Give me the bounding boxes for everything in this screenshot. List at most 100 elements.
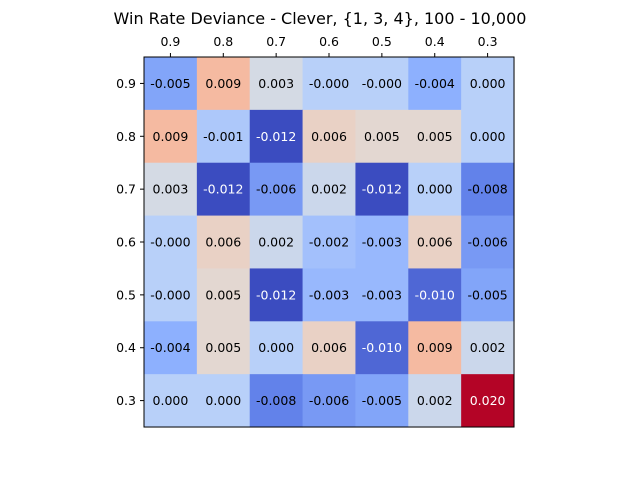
y-tick-label: 0.4	[116, 340, 136, 355]
cell-value-label: -0.003	[362, 287, 402, 302]
cell-value-label: -0.000	[150, 235, 190, 250]
cell-value-label: 0.000	[470, 76, 506, 91]
heatmap-cell	[461, 321, 515, 375]
heatmap-cell	[196, 57, 251, 111]
heatmap-cell	[302, 321, 356, 375]
cell-value-label: 0.009	[205, 76, 241, 91]
heatmap-cell	[196, 321, 251, 375]
heatmap-cell	[355, 162, 409, 217]
y-axis-ticks: 0.9 0.8 0.7 0.6 0.5 0.4 0.3	[116, 76, 144, 408]
x-axis-ticks: 0.9 0.8 0.7 0.6 0.5 0.4 0.3	[160, 34, 498, 57]
heatmap-cell	[408, 109, 462, 164]
cell-value-label: -0.006	[256, 182, 296, 197]
heatmap-cell	[355, 109, 409, 164]
heatmap-cell	[302, 268, 356, 322]
heatmap-cell	[408, 321, 462, 375]
heatmap-cell	[461, 162, 515, 217]
cell-value-label: 0.006	[417, 235, 453, 250]
heatmap-cell	[196, 268, 251, 322]
cell-value-label: 0.009	[153, 129, 189, 144]
heatmap-cell	[355, 374, 409, 428]
cell-value-label: 0.005	[364, 129, 400, 144]
heatmap-cell	[144, 162, 198, 217]
heatmap-cell	[249, 215, 304, 269]
x-tick-label: 0.8	[213, 34, 233, 49]
cell-value-label: 0.005	[205, 340, 241, 355]
heatmap-cell	[355, 321, 409, 375]
cell-value-label: 0.002	[258, 235, 294, 250]
cell-value-label: -0.012	[256, 287, 296, 302]
heatmap-cell	[461, 374, 515, 428]
cell-value-label: 0.005	[205, 287, 241, 302]
cell-value-label: -0.004	[150, 340, 190, 355]
heatmap-cell	[461, 215, 515, 269]
cell-value-label: -0.006	[309, 393, 349, 408]
cell-value-label: -0.005	[467, 287, 507, 302]
x-tick-label: 0.3	[478, 34, 498, 49]
x-tick-label: 0.7	[266, 34, 286, 49]
heatmap-cells	[144, 57, 515, 428]
x-tick-label: 0.6	[319, 34, 339, 49]
cell-value-label: -0.000	[309, 76, 349, 91]
cell-value-label: 0.005	[417, 129, 453, 144]
heatmap-cell-labels: -0.005 0.009 0.003 -0.000 -0.000 -0.004 0.000 0…	[150, 76, 508, 408]
y-tick-label: 0.9	[116, 76, 136, 91]
cell-value-label: -0.001	[203, 129, 243, 144]
heatmap-cell	[355, 268, 409, 322]
heatmap-cell	[408, 268, 462, 322]
x-tick-label: 0.5	[372, 34, 392, 49]
heatmap-cell	[144, 109, 198, 164]
heatmap-cell	[408, 57, 462, 111]
cell-value-label: 0.003	[258, 76, 294, 91]
y-tick-label: 0.8	[116, 129, 136, 144]
cell-value-label: 0.006	[205, 235, 241, 250]
y-tick-label: 0.3	[116, 393, 136, 408]
cell-value-label: 0.002	[417, 393, 453, 408]
heatmap-cell	[196, 374, 251, 428]
heatmap-cell	[461, 109, 515, 164]
heatmap-cell	[355, 57, 409, 111]
heatmap-cell	[408, 162, 462, 217]
heatmap-cell	[302, 109, 356, 164]
heatmap-cell	[144, 321, 198, 375]
cell-value-label: -0.012	[203, 182, 243, 197]
heatmap-cell	[461, 268, 515, 322]
x-tick-label: 0.9	[160, 34, 180, 49]
heatmap-cell	[196, 215, 251, 269]
heatmap-cell	[302, 374, 356, 428]
heatmap-cell	[144, 215, 198, 269]
cell-value-label: 0.003	[153, 182, 189, 197]
heatmap-cell	[249, 162, 304, 217]
cell-value-label: -0.005	[362, 393, 402, 408]
cell-value-label: 0.020	[470, 393, 506, 408]
cell-value-label: -0.012	[362, 182, 402, 197]
heatmap-cell	[408, 374, 462, 428]
cell-value-label: 0.006	[311, 340, 347, 355]
cell-value-label: 0.000	[470, 129, 506, 144]
cell-value-label: -0.004	[415, 76, 455, 91]
heatmap-cell	[302, 215, 356, 269]
cell-value-label: 0.006	[311, 129, 347, 144]
cell-value-label: 0.000	[205, 393, 241, 408]
chart-title: Win Rate Deviance - Clever, {1, 3, 4}, 1…	[113, 9, 527, 28]
cell-value-label: -0.008	[256, 393, 296, 408]
heatmap-cell	[144, 268, 198, 322]
cell-value-label: -0.010	[415, 287, 455, 302]
cell-value-label: -0.000	[150, 287, 190, 302]
cell-value-label: -0.008	[467, 182, 507, 197]
cell-value-label: -0.003	[309, 287, 349, 302]
heatmap-cell	[144, 57, 198, 111]
y-tick-label: 0.7	[116, 182, 136, 197]
heatmap-cell	[249, 321, 304, 375]
heatmap-cell	[461, 57, 515, 111]
cell-value-label: 0.009	[417, 340, 453, 355]
heatmap-cell	[408, 215, 462, 269]
cell-value-label: -0.000	[362, 76, 402, 91]
heatmap-cell	[196, 109, 251, 164]
x-tick-label: 0.4	[425, 34, 445, 49]
cell-value-label: -0.010	[362, 340, 402, 355]
heatmap-cell	[249, 268, 304, 322]
heatmap-cell	[302, 57, 356, 111]
heatmap-cell	[249, 374, 304, 428]
